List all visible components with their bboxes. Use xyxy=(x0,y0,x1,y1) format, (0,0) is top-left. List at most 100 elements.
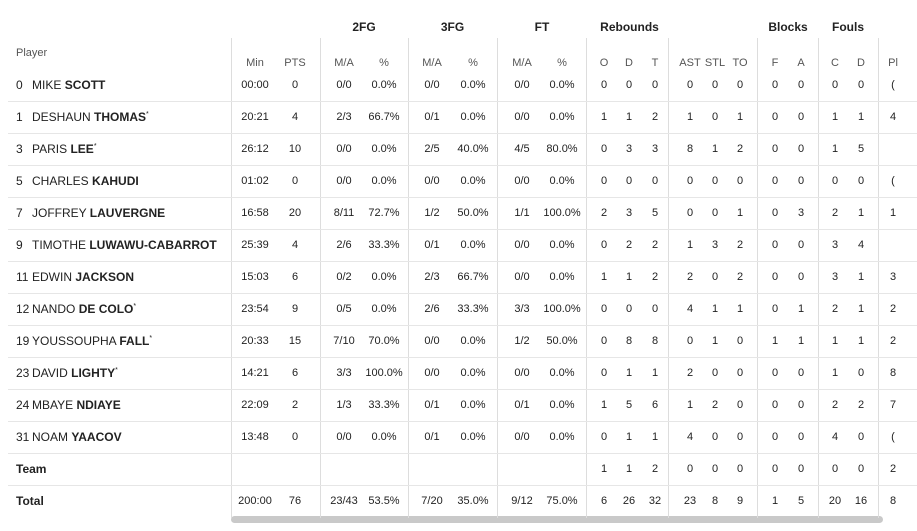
stat-cell: 1 xyxy=(711,143,719,155)
row-divider xyxy=(8,421,917,422)
stat-cell: 6 xyxy=(600,495,608,507)
stat-cell: 1 xyxy=(831,111,839,123)
stat-cell: 0.0% xyxy=(460,367,486,379)
group-header: Fouls xyxy=(832,20,864,34)
stat-cell: 0 xyxy=(600,367,608,379)
stat-cell: 0 xyxy=(711,367,719,379)
stat-cell: 100.0% xyxy=(543,207,581,219)
column-divider xyxy=(878,38,879,518)
column-divider xyxy=(497,38,498,518)
player-header: Player xyxy=(16,47,48,59)
stat-cell: 1/2 xyxy=(514,335,530,347)
stat-cell: 8 xyxy=(625,335,633,347)
stat-cell: 1 xyxy=(625,463,633,475)
stat-cell: 0 xyxy=(600,175,608,187)
stat-cell: 4 xyxy=(686,303,694,315)
stat-cell: 2 xyxy=(889,335,897,347)
stat-cell: 2 xyxy=(736,143,744,155)
stat-cell: 5 xyxy=(857,143,865,155)
stat-cell: 3 xyxy=(625,143,633,155)
column-header: % xyxy=(468,57,478,69)
stat-cell: 0 xyxy=(771,175,779,187)
stat-cell: 20 xyxy=(828,495,842,507)
stat-cell: 0.0% xyxy=(460,399,486,411)
last-name: KAHUDI xyxy=(92,174,139,188)
stat-cell: 1 xyxy=(600,111,608,123)
stat-cell: 2 xyxy=(625,239,633,251)
stat-cell: 0.0% xyxy=(371,431,397,443)
stat-cell: 0 xyxy=(625,79,633,91)
column-header: F xyxy=(771,57,779,69)
player-name: 5 CHARLES KAHUDI xyxy=(16,174,139,188)
player-number: 31 xyxy=(16,430,30,444)
stat-cell: 4 xyxy=(291,239,299,251)
first-name: PARIS xyxy=(32,142,68,156)
stat-cell: 0 xyxy=(711,463,719,475)
stat-cell: 0.0% xyxy=(460,111,486,123)
first-name: YOUSSOUPHA xyxy=(32,334,117,348)
stat-cell: ( xyxy=(891,79,895,91)
stat-cell: 2 xyxy=(889,303,897,315)
player-number: 11 xyxy=(16,270,29,284)
stat-cell: 0.0% xyxy=(549,431,575,443)
stat-cell: 0/0 xyxy=(336,431,352,443)
player-name: 24 MBAYE NDIAYE xyxy=(16,398,121,412)
stat-cell: 0/0 xyxy=(424,79,440,91)
player-name: 3 PARIS LEE* xyxy=(16,142,97,156)
stat-cell: 1 xyxy=(625,111,633,123)
stat-cell: 26:12 xyxy=(241,143,269,155)
stat-cell: 33.3% xyxy=(368,399,400,411)
stat-cell: 0 xyxy=(797,111,805,123)
stat-cell: 66.7% xyxy=(368,111,400,123)
stat-cell: 0/2 xyxy=(336,271,352,283)
stat-cell: 1 xyxy=(625,431,633,443)
stat-cell: 1 xyxy=(831,143,839,155)
first-name: JOFFREY xyxy=(32,206,87,220)
stat-cell: 9 xyxy=(736,495,744,507)
column-divider xyxy=(408,38,409,518)
stat-cell: 4/5 xyxy=(514,143,530,155)
stat-cell: 3 xyxy=(711,239,719,251)
stat-cell: 0 xyxy=(600,239,608,251)
stat-cell: 2 xyxy=(831,399,839,411)
last-name: NDIAYE xyxy=(76,398,121,412)
player-name: 7 JOFFREY LAUVERGNE xyxy=(16,206,165,220)
stat-cell: 8 xyxy=(686,143,694,155)
stat-cell: 1 xyxy=(797,335,805,347)
stat-cell: 20:33 xyxy=(241,335,269,347)
stat-cell: 0 xyxy=(797,367,805,379)
player-name: 9 TIMOTHE LUWAWU-CABARROT xyxy=(16,238,217,252)
stat-cell: 0/0 xyxy=(424,175,440,187)
scrollbar[interactable] xyxy=(231,516,883,523)
column-divider xyxy=(320,38,321,518)
player-name: Total xyxy=(16,494,44,508)
stat-cell: 0 xyxy=(711,111,719,123)
stat-cell: 0 xyxy=(797,399,805,411)
row-divider xyxy=(8,165,917,166)
stat-cell: 72.7% xyxy=(368,207,400,219)
stat-cell: 5 xyxy=(625,399,633,411)
stat-cell: 50.0% xyxy=(546,335,578,347)
stat-cell: 0.0% xyxy=(460,335,486,347)
stat-cell: 0 xyxy=(600,303,608,315)
group-header: Rebounds xyxy=(600,20,659,34)
stat-cell: 40.0% xyxy=(457,143,489,155)
stat-cell: 0/0 xyxy=(514,271,530,283)
stat-cell: 0 xyxy=(686,335,694,347)
last-name: LUWAWU-CABARROT xyxy=(89,238,217,252)
stat-cell: 3 xyxy=(625,207,633,219)
stat-cell: 0.0% xyxy=(371,175,397,187)
stat-cell: 1 xyxy=(686,239,694,251)
column-header: T xyxy=(651,57,659,69)
stat-cell: 23:54 xyxy=(241,303,269,315)
stat-cell: 0 xyxy=(771,367,779,379)
player-number: 9 xyxy=(16,238,23,252)
stat-cell: 0/1 xyxy=(424,239,440,251)
stat-cell: 9/12 xyxy=(511,495,533,507)
stat-cell: 0 xyxy=(651,79,659,91)
starter-marker: * xyxy=(149,335,153,342)
player-name: 1 DESHAUN THOMAS* xyxy=(16,110,149,124)
starter-marker: * xyxy=(115,367,118,374)
stat-cell: 0/1 xyxy=(424,399,440,411)
stat-cell: 23 xyxy=(683,495,697,507)
